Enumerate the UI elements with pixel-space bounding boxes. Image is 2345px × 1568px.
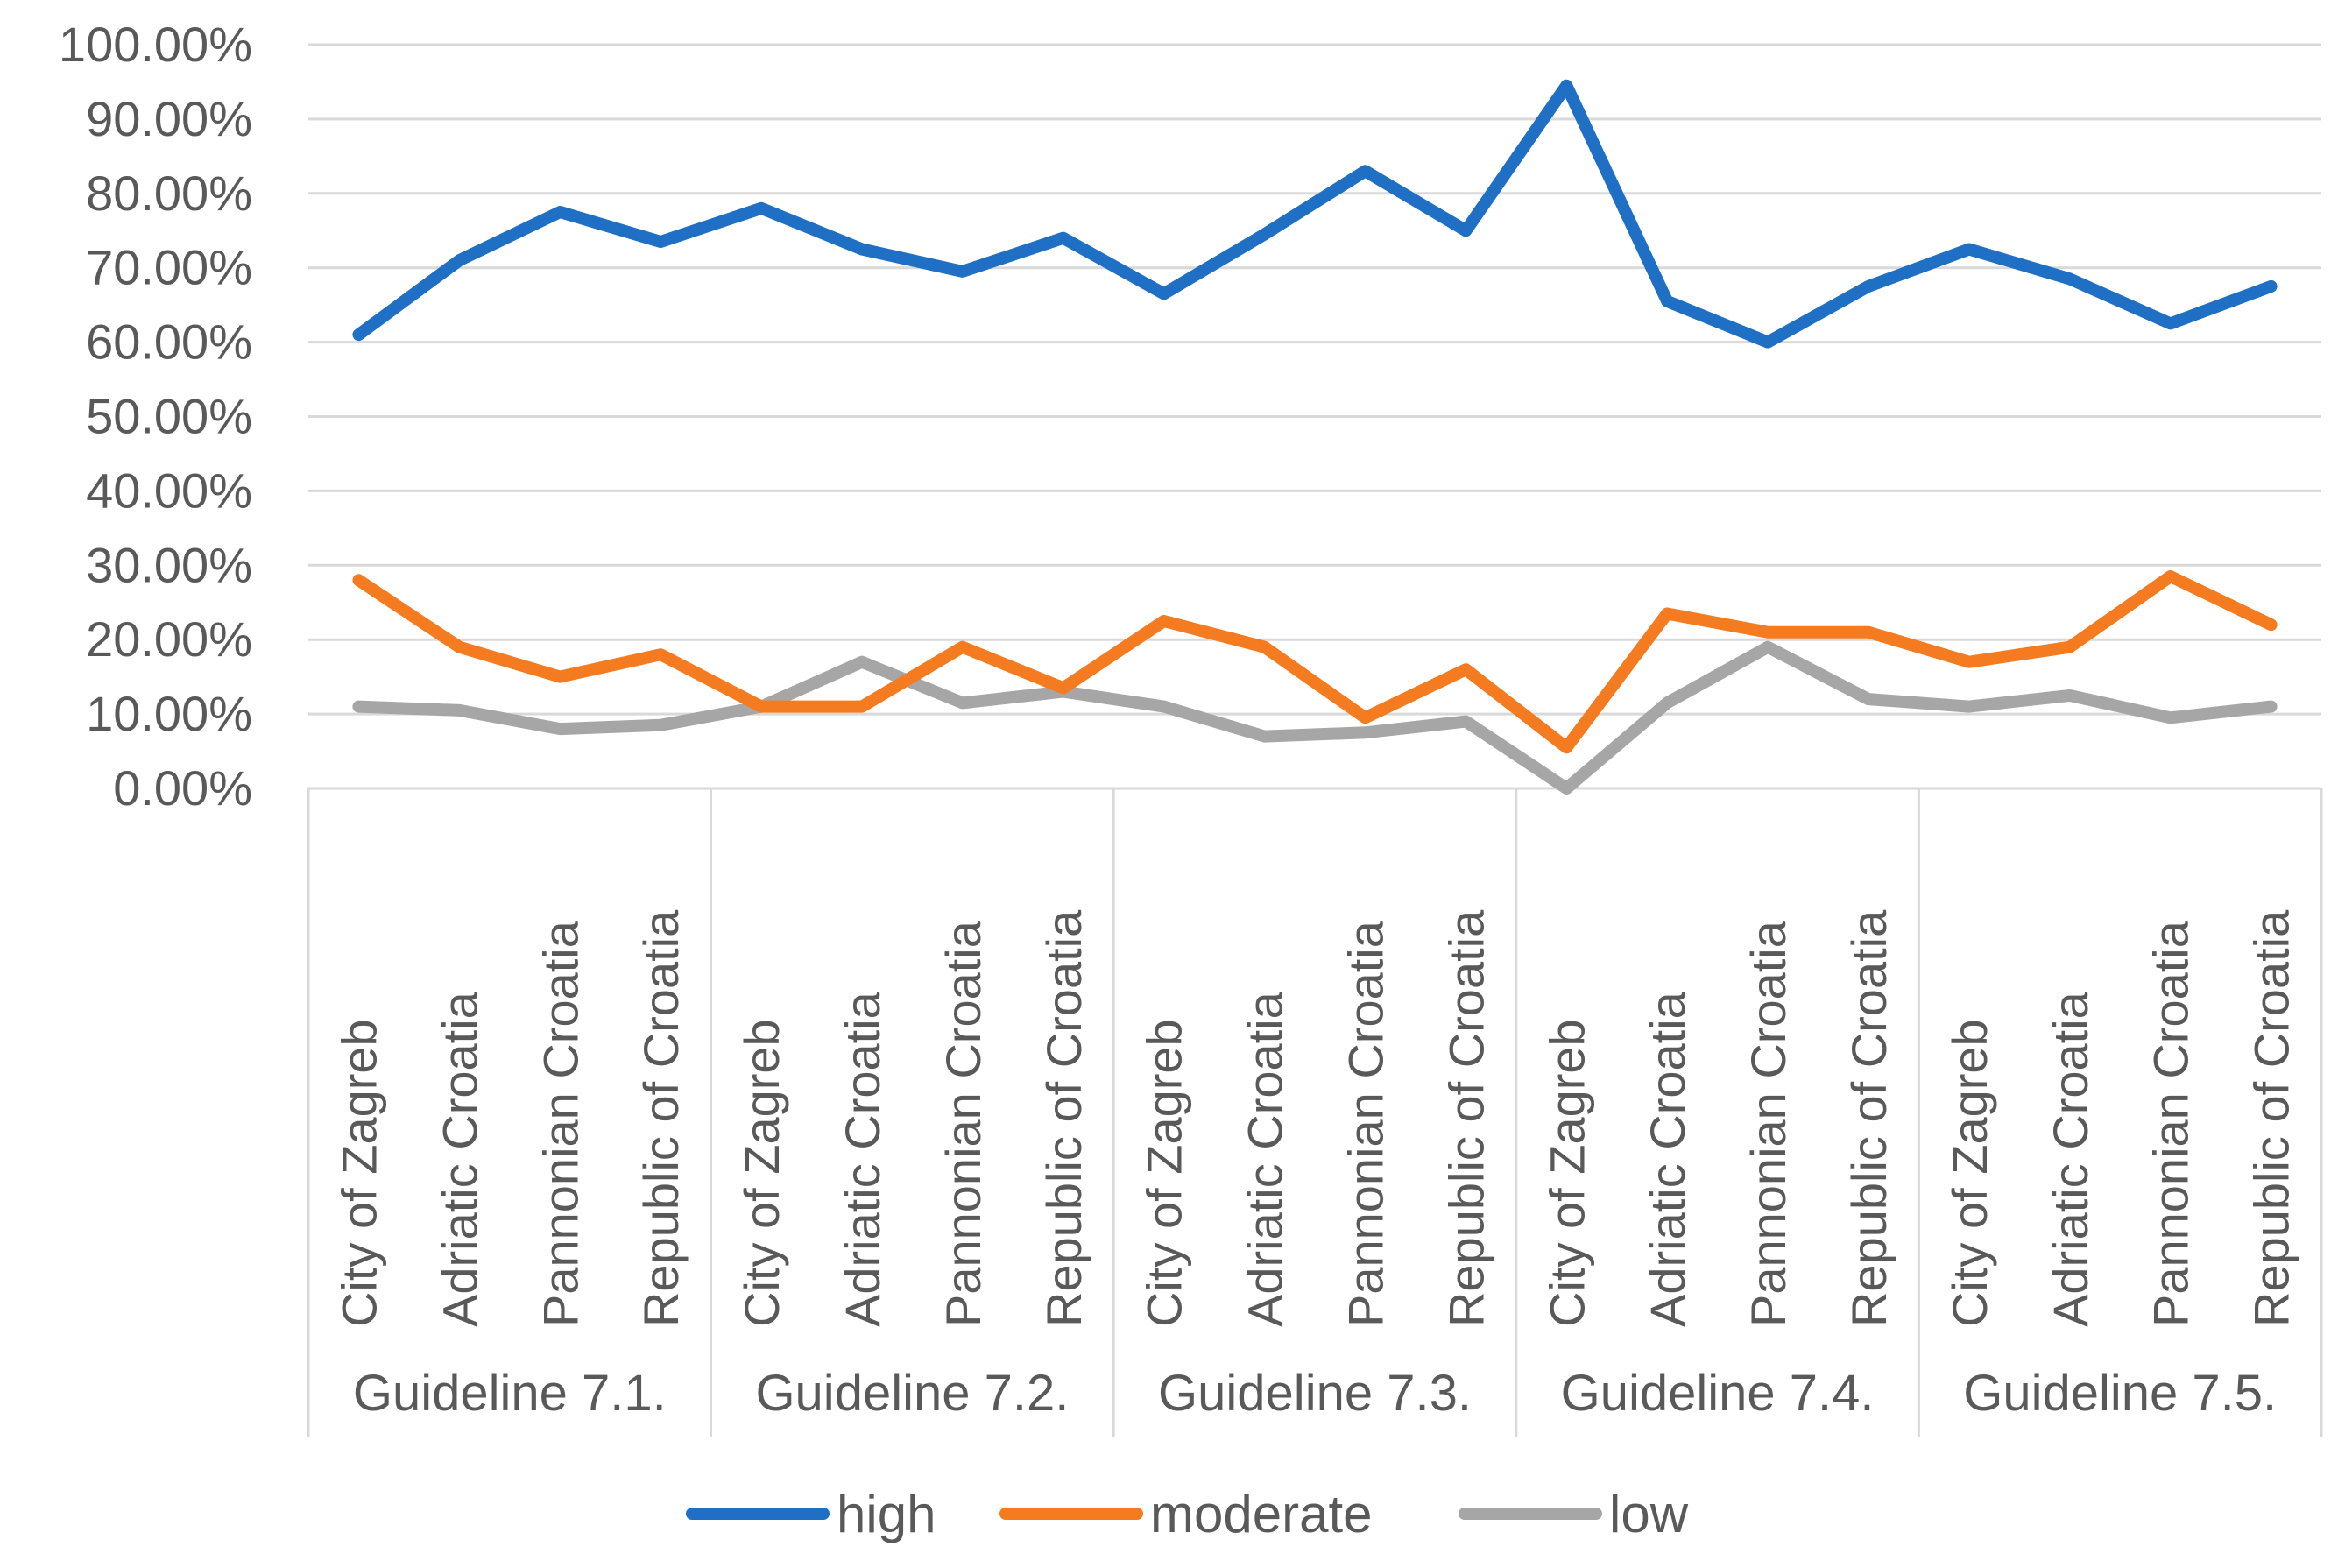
- y-tick-label: 90.00%: [86, 91, 252, 146]
- x-group-label: Guideline 7.5.: [1963, 1365, 2277, 1422]
- y-tick-label: 80.00%: [86, 166, 252, 221]
- y-tick-label: 20.00%: [86, 611, 252, 667]
- y-tick-label: 50.00%: [86, 389, 252, 444]
- y-tick-label: 70.00%: [86, 240, 252, 295]
- legend-label-moderate: moderate: [1150, 1485, 1372, 1543]
- x-category-label: Republic of Croatia: [1036, 909, 1091, 1327]
- y-tick-label: 30.00%: [86, 537, 252, 592]
- x-category-label: Republic of Croatia: [633, 909, 689, 1327]
- x-category-label: Pannonian Croatia: [2144, 920, 2199, 1327]
- x-category-label: Pannonian Croatia: [936, 920, 991, 1327]
- x-category-label: Adriatic Croatia: [1238, 991, 1293, 1327]
- x-category-label: City of Zagreb: [1137, 1019, 1192, 1327]
- x-group-label: Guideline 7.3.: [1158, 1365, 1472, 1422]
- x-group-label: Guideline 7.2.: [755, 1365, 1069, 1422]
- series-line-low: [352, 640, 2278, 795]
- series-line-high: [352, 79, 2278, 349]
- x-axis: City of Zagreb Adriatic Croatia Pannonian …: [307, 787, 2323, 1437]
- gridlines: [308, 43, 2321, 716]
- x-category-label: Pannonian Croatia: [1338, 920, 1393, 1327]
- series-line-moderate: [352, 570, 2278, 754]
- x-category-label: Adriatic Croatia: [2043, 991, 2098, 1327]
- legend: high moderate low: [686, 1485, 1689, 1543]
- x-category-label: Republic of Croatia: [1438, 909, 1494, 1327]
- x-category-label: Adriatic Croatia: [1640, 991, 1695, 1327]
- x-category-label: Adriatic Croatia: [835, 991, 890, 1327]
- y-tick-label: 10.00%: [86, 686, 252, 741]
- x-group-label: Guideline 7.1.: [353, 1365, 667, 1422]
- y-tick-label: 60.00%: [86, 314, 252, 370]
- x-category-label: City of Zagreb: [1539, 1019, 1594, 1327]
- legend-label-high: high: [837, 1485, 936, 1543]
- legend-label-low: low: [1609, 1485, 1689, 1543]
- x-category-label: City of Zagreb: [734, 1019, 789, 1327]
- y-axis-tick-labels: 0.00% 10.00% 20.00% 30.00% 40.00% 50.00% 60.00…: [59, 17, 252, 816]
- x-category-label: City of Zagreb: [331, 1019, 386, 1327]
- x-category-label: Republic of Croatia: [1841, 909, 1896, 1327]
- x-category-label: Republic of Croatia: [2244, 909, 2299, 1327]
- y-tick-label: 0.00%: [113, 760, 252, 816]
- x-category-label: Adriatic Croatia: [432, 991, 487, 1327]
- x-category-label: City of Zagreb: [1942, 1019, 1997, 1327]
- x-category-label: Pannonian Croatia: [533, 920, 588, 1327]
- x-group-label: Guideline 7.4.: [1561, 1365, 1875, 1422]
- series-lines: [352, 79, 2278, 795]
- x-category-label: Pannonian Croatia: [1741, 920, 1796, 1327]
- y-tick-label: 100.00%: [59, 17, 252, 72]
- y-tick-label: 40.00%: [86, 463, 252, 518]
